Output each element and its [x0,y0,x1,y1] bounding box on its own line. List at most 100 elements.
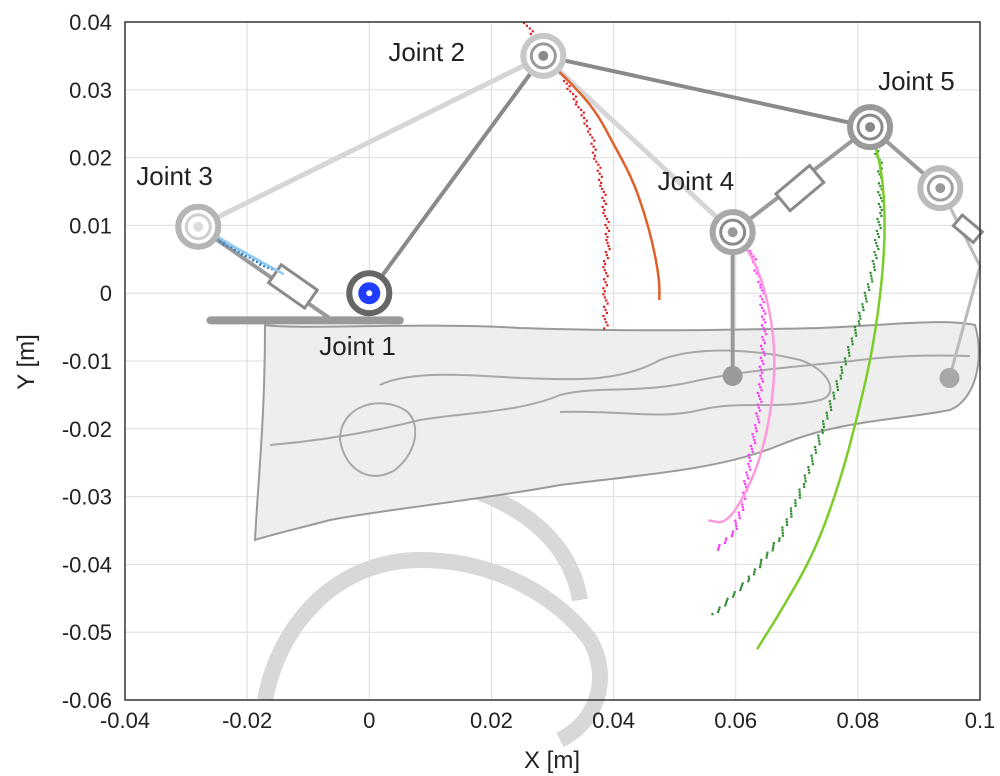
trajectory-point [604,290,606,292]
trajectory-point [739,517,741,519]
trajectory-point [587,130,589,132]
trajectory-point [851,337,853,339]
trajectory-point [573,98,575,100]
trajectory-point [859,315,861,317]
joint5-marker-center [865,122,875,132]
trajectory-point [817,435,819,437]
trajectory-point [877,170,879,172]
joint-label: Joint 3 [136,161,213,191]
x-tick-labels: -0.04 -0.02 0 0.02 0.04 0.06 0.08 0.1 [100,708,995,733]
trajectory-point [877,248,879,250]
trajectory-point [586,125,588,127]
trajectory-point [873,263,875,265]
trajectory-point [604,269,606,271]
trajectory-point [847,346,849,348]
trajectory-point [606,312,608,314]
trajectory-point [790,513,792,515]
trajectory-point [724,542,726,544]
trajectory-point [851,340,853,342]
trajectory-point [764,342,766,344]
trajectory-point [833,397,835,399]
trajectory-point [752,436,754,438]
trajectory-point [717,611,719,613]
trajectory-point [605,272,607,274]
trajectory-point [759,566,761,568]
trajectory-point [566,88,568,90]
trajectory-point [804,477,806,479]
trajectory-point [599,173,601,175]
trajectory-point [601,176,603,178]
trajectory-point [604,263,606,265]
trajectory-point [602,315,604,317]
trajectory-point [580,114,582,116]
trajectory-point [790,507,792,509]
trajectory-point [840,377,842,379]
trajectory-point [219,240,221,242]
trajectory-point [742,506,744,508]
trajectory-point [718,546,720,548]
trajectory-point [861,303,863,305]
trajectory-point [568,85,570,87]
trajectory-point [877,191,879,193]
trajectory-point [871,280,873,282]
trajectory-point [599,185,601,187]
trajectory-point [748,578,750,580]
trajectory-point [879,224,881,226]
trajectory-point [841,372,843,374]
trajectory-point [763,310,765,312]
pin-joint4 [723,366,743,386]
x-tick-label: 0.04 [592,708,635,733]
trajectory-point [245,255,247,257]
trajectory-point [252,259,254,261]
trajectory-point [761,315,763,317]
trajectory-point [741,503,743,505]
trajectory-point [606,236,608,238]
trajectory-point [602,212,604,214]
trajectory-point [725,537,727,539]
trajectory-point [603,278,605,280]
trajectory-point [880,227,882,229]
trajectory-point [753,269,755,271]
trajectory-point [761,372,763,374]
trajectory-point [826,412,828,414]
trajectory-point [865,297,867,299]
trajectory-point [563,80,565,82]
trajectory-point [724,604,726,606]
y-tick-labels: 0.040.030.020.010-0.01-0.02-0.03-0.04-0.… [62,10,112,713]
trajectory-point [580,109,582,111]
trajectory-point [601,197,603,199]
link-joint2-joint4 [543,56,732,232]
trajectory-point [595,161,597,163]
trajectory-point [845,363,847,365]
trajectory-point [844,357,846,359]
trajectory-point [803,483,805,485]
trajectory-point [606,284,608,286]
trajectory-point [595,149,597,151]
trajectory-point [823,426,825,428]
trajectory-point [862,309,864,311]
y-tick-label: -0.06 [62,688,112,713]
trajectory-point [798,488,800,490]
trajectory-point [858,312,860,314]
trajectory-point [855,335,857,337]
trajectory-point [753,571,755,573]
trajectory-point [760,389,762,391]
trajectory-point [757,404,759,406]
trajectory-point [875,242,877,244]
trajectory-point [590,143,592,145]
trajectory-point [877,233,879,235]
trajectory-point [772,547,774,549]
y-tick-label: 0.02 [69,146,112,171]
trajectory-point [760,369,762,371]
joint-label: Joint 4 [658,166,735,196]
trajectory-point [602,266,604,268]
joint2-marker-center [538,51,548,61]
trajectory-point [876,257,878,259]
trajectory-point [758,383,760,385]
trajectory-point [735,522,737,524]
trajectory-point [718,544,720,546]
trajectory-point [765,333,767,335]
trajectory-point [754,568,756,570]
trajectory-point [761,298,763,300]
trajectory-point [606,242,608,244]
